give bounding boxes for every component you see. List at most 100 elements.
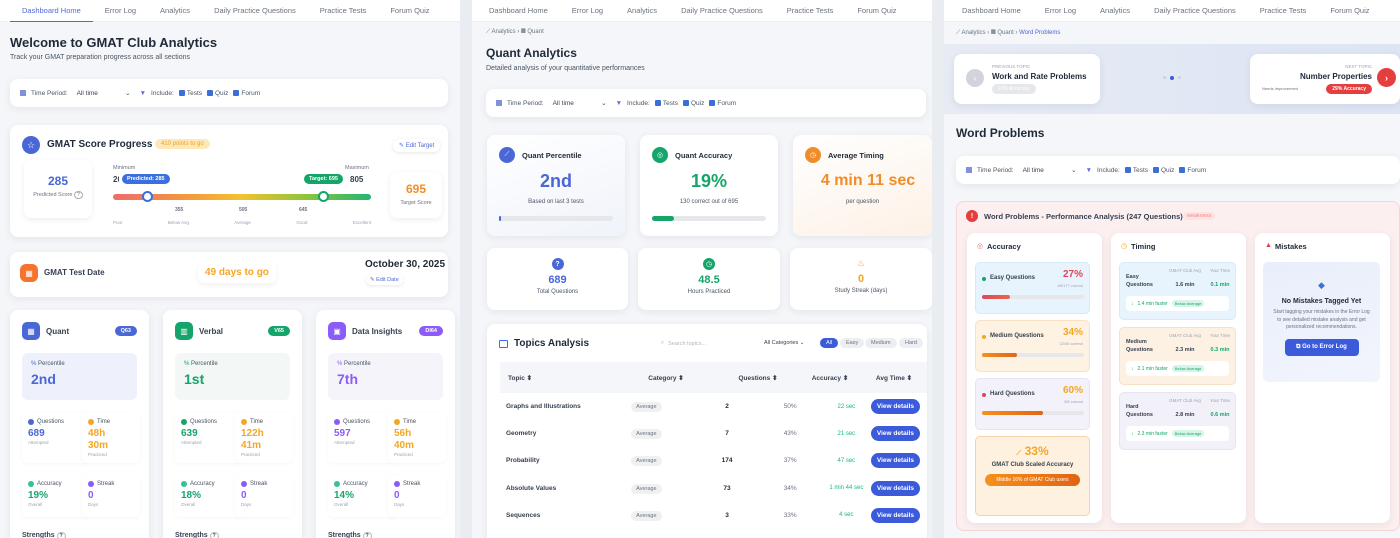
view-details-button[interactable]: View details — [870, 426, 920, 442]
quiz-checkbox[interactable]: Quiz — [207, 90, 228, 97]
edit-target-button[interactable]: ✎ Edit Target — [393, 139, 441, 152]
filter-hard[interactable]: Hard — [899, 338, 923, 348]
chevron-left-icon[interactable]: ‹ — [966, 69, 984, 87]
category-badge: Average — [631, 456, 662, 467]
chart-icon: ⟋ — [486, 29, 491, 35]
verbal-icon: ▥ — [175, 322, 193, 340]
section-name: Verbal — [199, 327, 224, 336]
sort-icon: ⬍ — [526, 374, 533, 382]
tests-checkbox[interactable]: Tests — [654, 100, 678, 107]
tests-checkbox[interactable]: Tests — [178, 90, 202, 97]
clock-icon: ◷ — [1121, 243, 1128, 250]
target-tag: Target: 695 — [304, 174, 343, 184]
streak-stat: Streak 0 Days — [82, 475, 140, 517]
maximum-value: 805 — [350, 175, 364, 184]
filter-icon: ▼ — [615, 99, 623, 107]
section-card-quant: ▦ Quant Q63 % Percentile 2nd Questions 6… — [10, 310, 149, 538]
crumb-analytics[interactable]: Analytics — [491, 29, 516, 35]
view-details-button[interactable]: View details — [870, 480, 920, 496]
time-period-select[interactable]: All time ⌄ — [1022, 166, 1077, 175]
col-category[interactable]: Category ⬍ — [648, 374, 684, 382]
time-stat: Time 48h 30m Practiced — [82, 413, 140, 463]
edit-date-button[interactable]: ✎ Edit Date — [366, 275, 403, 285]
carousel-dots[interactable] — [1163, 76, 1181, 80]
category-select[interactable]: All Categories ⌄ — [764, 340, 805, 346]
filter-bar: Time Period: All time ⌄ ▼ Include: Tests … — [486, 89, 926, 117]
tab-daily-practice[interactable]: Daily Practice Questions — [681, 5, 763, 15]
forum-checkbox[interactable]: Forum — [709, 100, 736, 107]
percentile-value: 2nd — [539, 171, 572, 191]
questions-stat: Questions 597 Attempted — [328, 413, 397, 463]
tab-daily-practice[interactable]: Daily Practice Questions — [1154, 5, 1236, 15]
tab-error-log[interactable]: Error Log — [571, 5, 604, 15]
col-avg-time[interactable]: Avg Time ⬍ — [875, 374, 913, 382]
predicted-marker[interactable] — [142, 191, 153, 202]
tests-checkbox[interactable]: Tests — [1124, 167, 1148, 174]
include-label: Include: — [1097, 166, 1120, 174]
crumb-analytics[interactable]: Analytics — [961, 30, 986, 36]
previous-topic-card[interactable]: ‹ PREVIOUS TOPIC Work and Rate Problems … — [954, 54, 1100, 104]
time-period-select[interactable]: All time ⌄ — [552, 99, 607, 108]
test-date-value: October 30, 2025 — [365, 259, 446, 270]
tab-daily-practice[interactable]: Daily Practice Questions — [214, 5, 296, 15]
percentile-box: % Percentile 7th — [328, 353, 443, 400]
col-topic[interactable]: Topic ⬍ — [508, 374, 533, 382]
accuracy-pct: 60% — [1062, 385, 1083, 396]
tab-analytics[interactable]: Analytics — [160, 5, 191, 15]
crumb-quant[interactable]: Quant — [997, 30, 1014, 36]
accuracy-value: 34% — [783, 484, 797, 492]
tab-forum-quiz[interactable]: Forum Quiz — [857, 5, 897, 15]
next-label: NEXT TOPIC — [1345, 64, 1372, 69]
timing-row: Medium Questions GMAT Club Avg 2.3 min Y… — [1119, 327, 1236, 385]
tab-analytics[interactable]: Analytics — [627, 5, 658, 15]
total-questions-card: ? 689 Total Questions — [487, 248, 628, 310]
view-details-button[interactable]: View details — [870, 453, 920, 469]
filter-easy[interactable]: Easy — [840, 338, 865, 348]
tab-dashboard-home[interactable]: Dashboard Home — [962, 5, 1021, 15]
tab-error-log[interactable]: Error Log — [1044, 5, 1077, 15]
quiz-checkbox[interactable]: Quiz — [683, 100, 704, 107]
scaled-accuracy-value: 33% — [1024, 444, 1049, 458]
forum-checkbox[interactable]: Forum — [233, 90, 260, 97]
col-questions[interactable]: Questions ⬍ — [738, 374, 778, 382]
mini-label: Total Questions — [536, 288, 579, 295]
tab-dashboard-home[interactable]: Dashboard Home — [489, 5, 548, 15]
time-period-select[interactable]: All time ⌄ — [76, 89, 131, 98]
col-accuracy[interactable]: Accuracy ⬍ — [811, 374, 849, 382]
tab-forum-quiz[interactable]: Forum Quiz — [390, 5, 430, 15]
question-count: 73 — [723, 484, 731, 492]
view-details-button[interactable]: View details — [870, 507, 920, 523]
tab-practice-tests[interactable]: Practice Tests — [1259, 5, 1307, 15]
timing-title: Timing — [1131, 242, 1156, 251]
page-title: Word Problems — [956, 126, 1045, 140]
avg-time: 22 sec — [837, 403, 856, 410]
tab-analytics[interactable]: Analytics — [1100, 5, 1131, 15]
crumb-quant[interactable]: Quant — [527, 29, 544, 35]
chevron-right-icon[interactable]: › — [1377, 68, 1396, 87]
section-card-verbal: ▥ Verbal V65 % Percentile 1st Questions … — [163, 310, 302, 538]
sort-icon: ⬍ — [772, 374, 778, 382]
tab-dashboard-home[interactable]: Dashboard Home — [10, 0, 93, 22]
tab-practice-tests[interactable]: Practice Tests — [319, 5, 367, 15]
go-to-error-log-button[interactable]: ⧉ Go to Error Log — [1284, 338, 1359, 356]
filter-medium[interactable]: Medium — [865, 338, 897, 348]
next-topic-card[interactable]: NEXT TOPIC Number Properties Needs Impro… — [1250, 54, 1400, 104]
tab-practice-tests[interactable]: Practice Tests — [786, 5, 834, 15]
page-title: Quant Analytics — [486, 46, 577, 60]
difficulty-dot — [982, 335, 986, 339]
chevron-down-icon: ⌄ — [601, 100, 607, 107]
search-input[interactable]: ⌕ Search topics... — [661, 340, 707, 347]
mini-label: Hours Practiced — [687, 289, 731, 295]
forum-checkbox[interactable]: Forum — [1179, 167, 1206, 174]
view-details-button[interactable]: View details — [870, 399, 920, 414]
tab-forum-quiz[interactable]: Forum Quiz — [1330, 5, 1370, 15]
quiz-checkbox[interactable]: Quiz — [1153, 167, 1174, 174]
predicted-score-box: 285 Predicted Score ? — [24, 160, 92, 218]
your-label: Your Time — [1209, 333, 1231, 338]
your-label: Your Time — [1209, 398, 1231, 403]
target-marker[interactable] — [318, 191, 329, 202]
tab-error-log[interactable]: Error Log — [104, 5, 137, 15]
accuracy-value: 50% — [783, 403, 797, 410]
filter-all[interactable]: All — [820, 338, 839, 348]
help-icon[interactable]: ? — [73, 191, 83, 199]
